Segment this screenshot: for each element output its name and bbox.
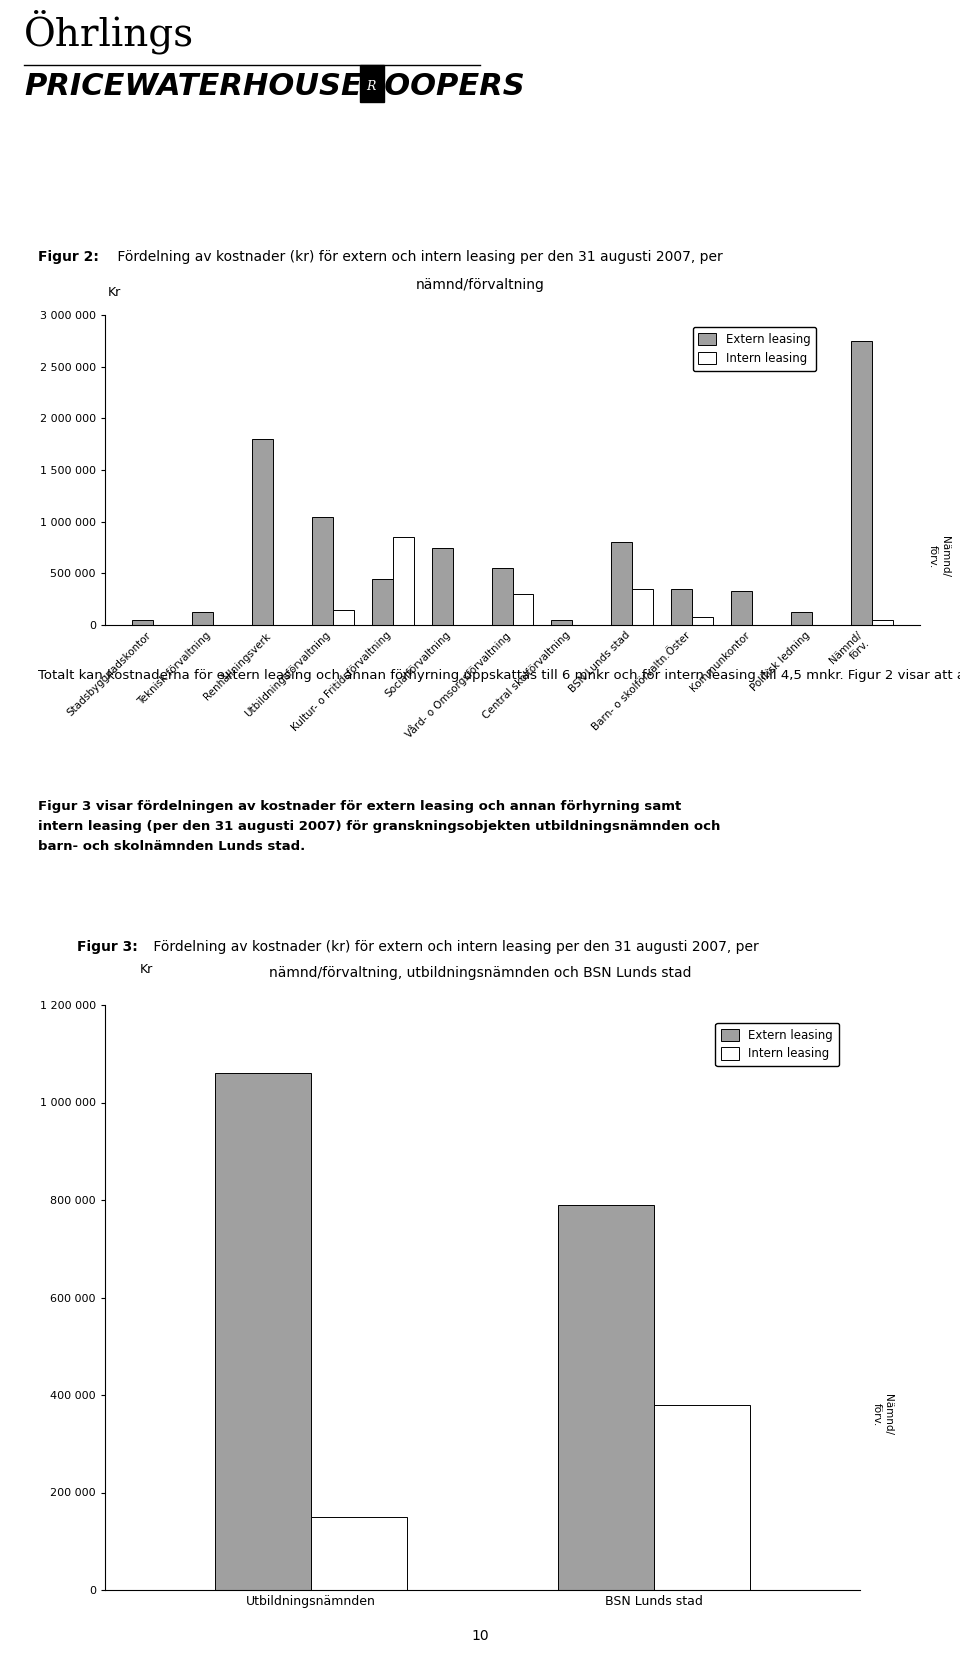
Text: barn- och skolnämnden Lunds stad.: barn- och skolnämnden Lunds stad. (38, 840, 305, 853)
Text: Figur 2:: Figur 2: (38, 250, 99, 264)
Bar (558, 1204, 654, 1590)
Bar (372, 578, 393, 625)
Text: Nämnd/
förv.: Nämnd/ förv. (928, 536, 949, 578)
Bar (192, 613, 213, 625)
Bar (252, 439, 273, 625)
Bar (311, 1516, 407, 1590)
Text: Kr: Kr (139, 962, 153, 975)
Bar (872, 620, 893, 625)
Bar (732, 591, 753, 625)
Bar (791, 613, 812, 625)
Text: intern leasing (per den 31 augusti 2007) för granskningsobjekten utbildningsnämn: intern leasing (per den 31 augusti 2007)… (38, 820, 721, 833)
Bar (215, 1074, 311, 1590)
Text: R: R (366, 80, 375, 94)
Text: PRICEWATERHOUSECOOPERS: PRICEWATERHOUSECOOPERS (24, 72, 525, 100)
Text: Figur 3 visar fördelningen av kostnader för extern leasing och annan förhyrning : Figur 3 visar fördelningen av kostnader … (38, 800, 682, 813)
Text: Totalt kan kostnaderna för extern leasing och annan förhyrning uppskattas till 6: Totalt kan kostnaderna för extern leasin… (38, 668, 960, 681)
Bar (654, 1404, 750, 1590)
Text: Kr: Kr (108, 287, 121, 299)
Text: 10: 10 (471, 1628, 489, 1643)
Bar (513, 595, 534, 625)
Text: Fördelning av kostnader (kr) för extern och intern leasing per den 31 augusti 20: Fördelning av kostnader (kr) för extern … (149, 940, 758, 954)
Text: nämnd/förvaltning: nämnd/förvaltning (416, 277, 544, 292)
Text: Nämnd/
förv.: Nämnd/ förv. (872, 1394, 893, 1435)
Legend: Extern leasing, Intern leasing: Extern leasing, Intern leasing (715, 1022, 839, 1067)
Bar (692, 618, 713, 625)
Bar (432, 548, 452, 625)
Bar (312, 516, 333, 625)
Text: nämnd/förvaltning, utbildningsnämnden och BSN Lunds stad: nämnd/förvaltning, utbildningsnämnden oc… (269, 965, 691, 980)
Bar (671, 590, 692, 625)
Legend: Extern leasing, Intern leasing: Extern leasing, Intern leasing (692, 327, 816, 371)
Bar (852, 341, 872, 625)
Bar (633, 590, 654, 625)
Bar (333, 610, 353, 625)
Bar (551, 620, 572, 625)
Text: Fördelning av kostnader (kr) för extern och intern leasing per den 31 augusti 20: Fördelning av kostnader (kr) för extern … (113, 250, 723, 264)
Bar (132, 620, 153, 625)
Text: Öhrlings: Öhrlings (24, 10, 194, 55)
Bar (393, 538, 414, 625)
Bar (612, 543, 633, 625)
Text: Figur 3:: Figur 3: (77, 940, 137, 954)
Bar (492, 568, 513, 625)
